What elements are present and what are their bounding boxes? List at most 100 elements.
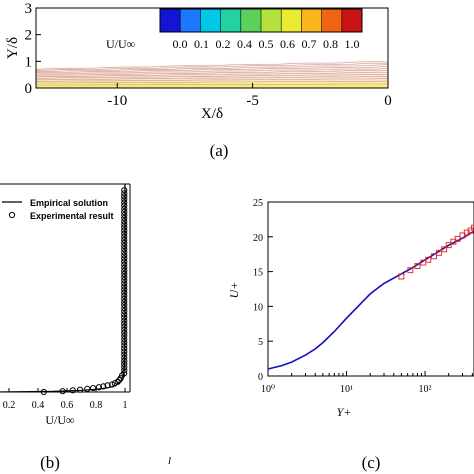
panel-b-ticks: 0.2 0.4 0.6 0.8 1 [3,388,128,411]
experimental-point [121,345,128,352]
y-tick-label: 1 [25,54,33,70]
experimental-point [121,320,128,327]
colorbar-swatch [281,9,302,32]
experimental-point [121,274,128,281]
experimental-point [69,387,76,394]
measured-point [407,267,414,274]
experimental-point [76,386,84,393]
colorbar-tick-label: 0.8 [323,37,338,51]
experimental-point [121,205,128,212]
colorbar-tick-label: 0.2 [216,37,231,51]
legend-entry: Experimental result [30,211,114,221]
experimental-point [121,314,128,321]
panel-b-xlabel: U/U∞ [45,413,74,427]
experimental-point [121,211,128,219]
experimental-point [121,305,128,312]
panel-b: Empirical solution Experimental result 0.… [0,183,171,472]
colorbar-frame [159,8,363,33]
contour-line [36,74,388,79]
panel-label-b: (b) [40,453,60,472]
experimental-point [121,311,128,318]
legend-entry: Empirical solution [30,198,108,208]
colorbar-swatch [220,9,242,32]
experimental-point [121,227,128,234]
experimental-point [121,246,128,253]
measured-point [441,246,448,253]
measured-point [425,256,432,263]
x-tick-label: 0.4 [32,400,45,411]
experimental-point [121,360,128,368]
colorbar-swatch [261,9,282,32]
experimental-point [121,354,128,361]
experimental-point [121,323,128,330]
colorbar-tick-label: 0.7 [302,37,317,51]
experimental-point [121,336,128,343]
colorbar-tick-label: 0.5 [259,37,274,51]
panel-a: 0.0 0.1 0.2 0.4 0.5 0.6 0.7 0.8 1.0 U/U∞ -10 -5 0 0… [5,1,392,160]
experimental-point [121,295,128,302]
experimental-point [121,236,128,243]
experimental-point [121,270,128,278]
experimental-point [121,367,128,374]
experimental-point [121,199,128,206]
experimental-point [104,382,111,389]
colorbar-swatch [180,9,201,32]
contour-line [36,72,388,78]
measured-point [431,253,437,260]
colorbar-swatch [341,9,363,32]
experimental-point [121,261,128,268]
legend-marker-swatch [8,211,16,219]
measured-point [398,273,405,280]
measured-point [435,249,442,256]
panel-a-ylabel: Y/δ [5,37,21,59]
experimental-point [121,187,128,194]
experimental-point [84,385,91,392]
experimental-point [121,249,128,256]
experimental-point [121,332,128,340]
experimental-point [121,230,128,237]
panel-label-c: (c) [362,453,381,472]
experimental-point [121,252,128,259]
x-tick-label: 0 [384,93,392,109]
experimental-point [121,242,128,250]
y-tick-label: 0 [25,81,33,97]
panel-c-frame [267,201,474,377]
experimental-point [121,286,128,293]
experimental-point [116,377,123,384]
x-tick-label: 10¹ [340,384,353,395]
experimental-point [121,267,128,275]
experimental-point [121,292,128,299]
panel-a-axes: -10 -5 0 0 1 2 3 [25,1,392,109]
contour-line [36,70,388,76]
experimental-point [121,348,128,355]
experimental-point [121,370,128,377]
experimental-point [100,383,107,390]
experimental-point [121,190,128,197]
experimental-point [121,283,128,290]
experimental-point [121,326,128,333]
panel-a-xlabel: X/δ [201,106,223,122]
contour-line [36,62,388,71]
experimental-point [121,301,128,309]
experimental-point [121,224,128,231]
colorbar-tick-label: 0.6 [280,37,295,51]
y-tick-label: 2 [25,28,33,44]
colorbar-swatch [240,9,262,32]
panel-c-xlabel: Y+ [337,405,352,419]
experimental-point [121,339,128,346]
experimental-point [121,239,128,247]
experimental-point [121,264,128,271]
panel-a-colorbar: 0.0 0.1 0.2 0.4 0.5 0.6 0.7 0.8 1.0 [159,8,363,51]
experimental-point [121,215,128,222]
panel-c-ticks: 10⁰ 10¹ 10² 0 5 10 15 20 25 [253,198,473,395]
colorbar-swatch [301,9,323,32]
experimental-point [59,388,66,395]
experimental-point [121,298,128,306]
measured-point [414,263,421,269]
experimental-point [121,208,128,216]
panel-b-plot [0,184,128,396]
experimental-point [121,196,128,203]
experimental-point [121,202,128,209]
colorbar-swatch [200,9,222,32]
